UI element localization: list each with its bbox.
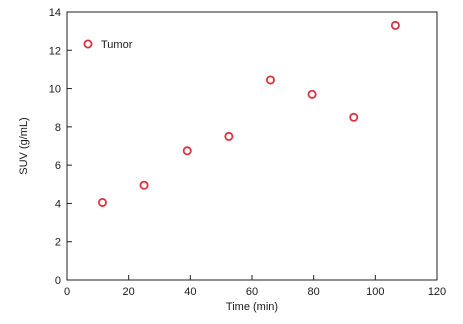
data-point	[349, 112, 359, 122]
legend: Tumor	[83, 39, 133, 51]
legend-label-tumor: Tumor	[101, 39, 133, 51]
y-tick-label: 2	[55, 237, 61, 249]
data-point	[307, 89, 317, 99]
x-tick-label: 120	[428, 286, 446, 298]
data-point	[182, 146, 192, 156]
data-point	[97, 197, 107, 207]
plot-area	[66, 11, 438, 281]
y-tick-label: 12	[49, 45, 61, 57]
y-tick-label: 10	[49, 84, 61, 96]
y-tick-label: 0	[55, 275, 61, 287]
y-axis-ticks: 0 2 4 6 8 10 12 14	[49, 7, 72, 287]
data-point	[390, 20, 400, 30]
x-tick-label: 100	[366, 286, 384, 298]
legend-marker-tumor	[83, 39, 93, 49]
x-axis-ticks: 0 20 40 60 80 100 120	[64, 275, 446, 298]
data-point	[139, 180, 149, 190]
x-tick-label: 60	[246, 286, 258, 298]
y-tick-label: 6	[55, 160, 61, 172]
y-axis-title: SUV (g/mL)	[18, 117, 30, 174]
y-tick-label: 4	[55, 198, 61, 210]
y-tick-label: 8	[55, 122, 61, 134]
x-axis-title: Time (min)	[226, 301, 278, 313]
x-tick-label: 40	[184, 286, 196, 298]
plot-frame	[66, 11, 438, 281]
data-point	[224, 131, 234, 141]
x-tick-label: 0	[64, 286, 70, 298]
y-tick-label: 14	[49, 7, 61, 19]
data-points	[97, 20, 400, 207]
x-tick-label: 20	[123, 286, 135, 298]
x-tick-label: 80	[308, 286, 320, 298]
data-point	[265, 75, 275, 85]
